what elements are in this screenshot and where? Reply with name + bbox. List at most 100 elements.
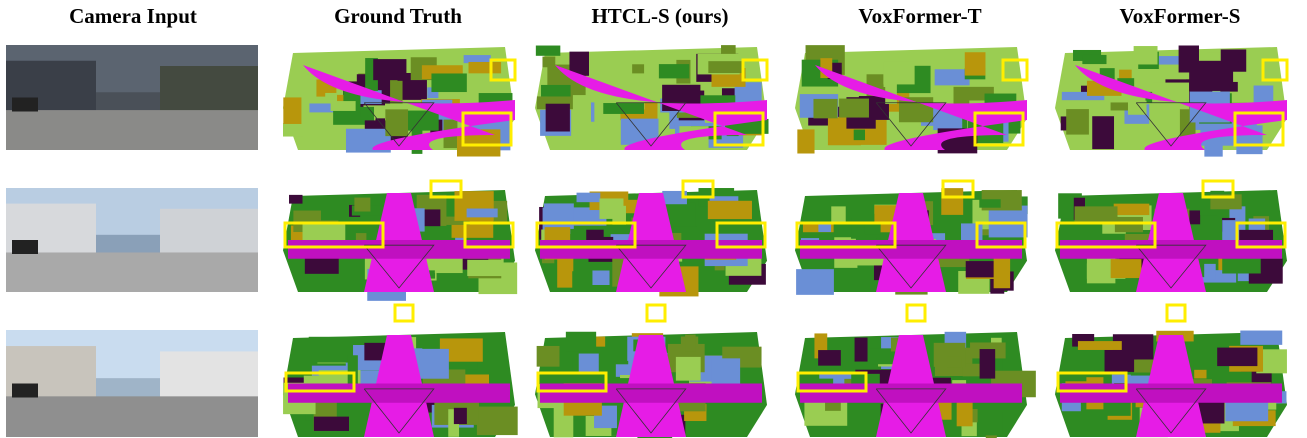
ego-frustum [615, 102, 687, 147]
semantic-panel [1055, 45, 1287, 157]
voxel-patch [419, 348, 449, 379]
voxel-patch [796, 269, 834, 295]
voxel-patch [883, 61, 915, 85]
voxel-patch [308, 336, 354, 363]
highlight-box [1056, 371, 1128, 393]
voxel-patch [813, 98, 838, 119]
voxel-patch [1240, 330, 1283, 345]
voxel-patch [468, 61, 502, 74]
column-header: HTCL-S (ours) [591, 4, 729, 28]
voxel-patch [912, 125, 934, 135]
highlight-box [795, 221, 897, 249]
voxel-patch [632, 64, 645, 74]
voxel-patch [707, 200, 752, 220]
road [6, 252, 258, 292]
highlight-box [741, 58, 769, 82]
car [12, 383, 38, 398]
voxel-patch [427, 87, 439, 99]
column-header: Camera Input [69, 4, 197, 28]
voxel-patch [1061, 91, 1105, 101]
voxel-patch [1110, 102, 1137, 111]
highlight-box [1233, 111, 1285, 147]
voxel-patch [542, 56, 556, 68]
voxel-patch [565, 331, 597, 352]
semantic-panel [795, 45, 1027, 154]
voxel-patch [935, 258, 970, 268]
voxel-patch [675, 356, 701, 381]
voxel-patch [853, 129, 866, 141]
ego-frustum [1135, 388, 1207, 434]
voxel-patch [1189, 60, 1234, 91]
highlight-box [1235, 221, 1287, 249]
voxel-patch [947, 356, 962, 368]
voxel-patch [941, 188, 964, 215]
voxel-patch [962, 363, 980, 377]
voxel-patch [567, 207, 607, 226]
voxel-patch [1114, 216, 1143, 233]
highlight-box [645, 303, 667, 323]
buildings [160, 208, 258, 256]
voxel-patch [467, 259, 504, 277]
camera-image [6, 45, 258, 150]
ego-frustum [1135, 244, 1207, 289]
voxel-patch [1113, 203, 1150, 216]
highlight-box [1261, 58, 1289, 82]
voxel-patch [289, 194, 303, 204]
semantic-panel [283, 190, 518, 301]
voxel-patch [453, 407, 467, 425]
voxel-patch [283, 123, 304, 137]
highlight-box [681, 179, 715, 199]
ego-frustum [363, 102, 435, 147]
voxel-patch [1117, 78, 1135, 87]
camera-image [6, 188, 258, 292]
cross-road [1060, 240, 1282, 259]
cross-road [1060, 383, 1282, 403]
voxel-patch [572, 95, 591, 126]
voxel-patch [864, 221, 881, 235]
highlight-box [461, 111, 513, 147]
voxel-patch [431, 73, 467, 93]
voxel-patch [1222, 220, 1240, 246]
voxel-patch [612, 205, 626, 225]
semantic-panel [795, 331, 1036, 438]
highlight-box [489, 58, 517, 82]
voxel-patch [1110, 259, 1142, 279]
highlight-box [1165, 303, 1187, 323]
highlight-box [284, 371, 356, 393]
voxel-patch [1133, 46, 1158, 65]
voxel-patch [283, 97, 302, 124]
ego-frustum [615, 244, 687, 289]
column-header: VoxFormer-T [858, 4, 982, 28]
voxel-patch [797, 129, 815, 154]
voxel-patch [854, 337, 868, 362]
voxel-patch [439, 338, 483, 362]
voxel-patch [385, 109, 409, 137]
highlight-box [429, 179, 463, 199]
column-header: Ground Truth [334, 4, 462, 28]
voxel-patch [1253, 85, 1274, 107]
ego-frustum [875, 102, 947, 147]
road [6, 396, 258, 437]
voxel-patch [818, 223, 832, 233]
voxel-patch [1222, 255, 1261, 274]
voxel-patch [699, 95, 736, 107]
voxel-patch [942, 415, 959, 436]
voxel-patch [979, 349, 996, 379]
voxel-patch [576, 192, 601, 203]
voxel-patch [1082, 54, 1107, 65]
voxel-patch [541, 84, 571, 97]
voxel-patch [1127, 100, 1147, 115]
voxel-patch [1074, 206, 1118, 224]
voxel-patch [1077, 341, 1122, 350]
voxel-patch [1066, 109, 1089, 135]
semantic-panel [283, 332, 518, 437]
column-header: VoxFormer-S [1119, 4, 1241, 28]
highlight-box [1001, 58, 1029, 82]
semantic-panel [535, 45, 769, 150]
voxel-patch [964, 52, 986, 76]
cross-road [288, 383, 510, 403]
voxel-patch [313, 416, 349, 431]
voxel-patch [708, 61, 744, 74]
voxel-patch [330, 101, 356, 111]
